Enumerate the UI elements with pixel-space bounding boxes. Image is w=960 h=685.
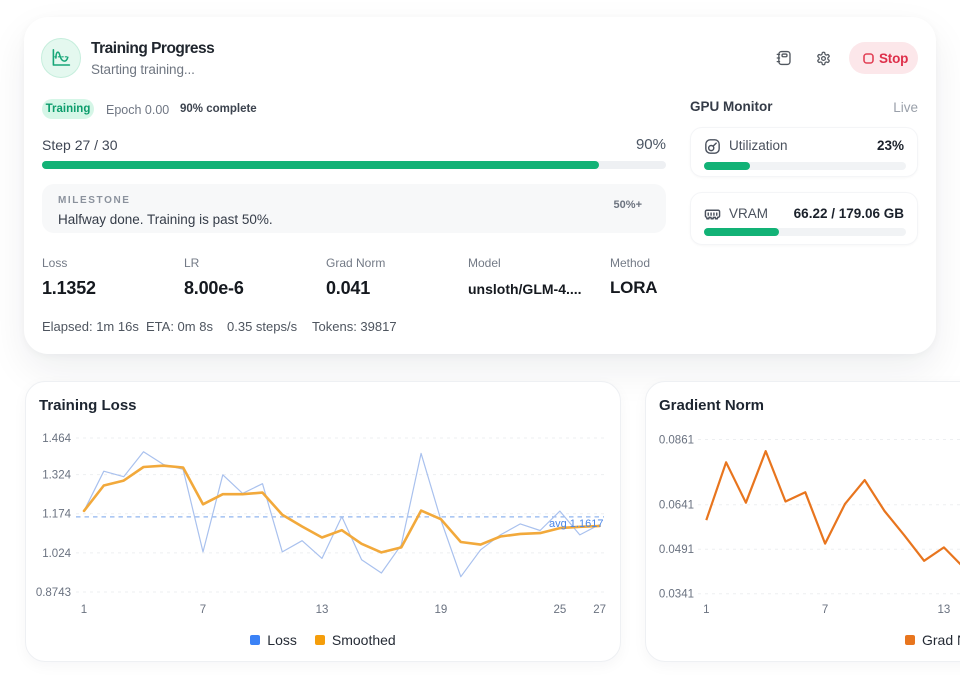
- svg-text:1.464: 1.464: [42, 433, 71, 445]
- svg-text:1: 1: [703, 604, 709, 616]
- svg-text:1.324: 1.324: [42, 470, 71, 482]
- svg-text:0.0641: 0.0641: [659, 500, 694, 512]
- svg-text:13: 13: [316, 604, 329, 616]
- svg-text:0.8743: 0.8743: [36, 587, 71, 599]
- svg-text:19: 19: [435, 604, 448, 616]
- svg-text:1.024: 1.024: [42, 548, 71, 560]
- svg-text:27: 27: [593, 604, 606, 616]
- svg-text:1.174: 1.174: [42, 509, 71, 521]
- svg-text:7: 7: [822, 604, 828, 616]
- svg-text:0.0491: 0.0491: [659, 544, 694, 556]
- svg-text:25: 25: [554, 604, 567, 616]
- svg-text:1: 1: [81, 604, 87, 616]
- svg-text:13: 13: [938, 604, 951, 616]
- svg-text:0.0861: 0.0861: [659, 435, 694, 447]
- svg-text:7: 7: [200, 604, 206, 616]
- svg-text:0.0341: 0.0341: [659, 589, 694, 601]
- svg-text:avg 1.1617: avg 1.1617: [549, 518, 603, 530]
